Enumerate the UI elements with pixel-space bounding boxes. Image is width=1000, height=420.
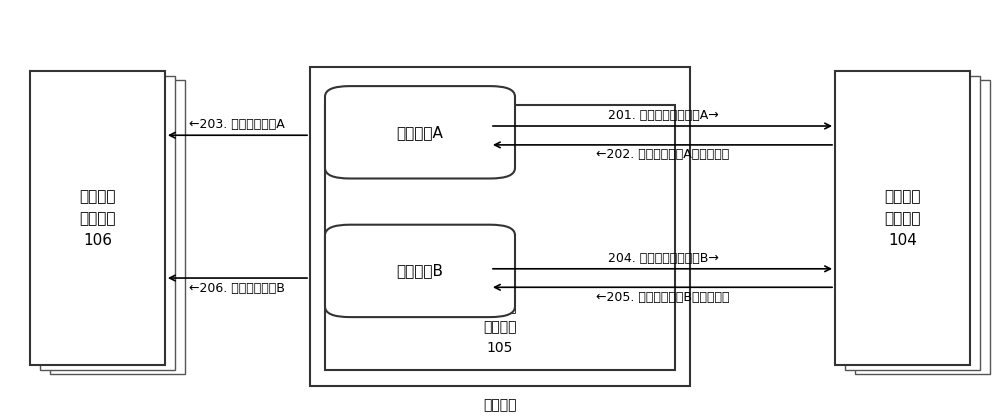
FancyBboxPatch shape [325,225,515,317]
Bar [40,76,175,370]
Bar [845,76,980,370]
Bar [325,105,675,370]
Text: ←206. 统计媒介信息B: ←206. 统计媒介信息B [189,282,285,295]
Bar [835,71,970,365]
Text: 媒介信息A: 媒介信息A [397,125,443,140]
Bar [30,71,165,365]
Text: ←205. 返回媒介信息B的展示数据: ←205. 返回媒介信息B的展示数据 [596,291,730,304]
Text: ←202. 返回媒介信息A的展示数据: ←202. 返回媒介信息A的展示数据 [596,148,730,161]
FancyBboxPatch shape [325,86,515,178]
Bar [50,80,185,374]
Text: 展示媒介
（如网络页面）: 展示媒介 （如网络页面） [471,399,529,420]
Text: 201. 请求播放媒介信息A→: 201. 请求播放媒介信息A→ [608,109,718,122]
Text: 媒介信息
统计装置
106: 媒介信息 统计装置 106 [79,189,116,248]
Text: 204. 请求播放媒介信息B→: 204. 请求播放媒介信息B→ [608,252,718,265]
Text: 媒介信息B: 媒介信息B [396,263,444,278]
Bar [855,80,990,374]
Text: ←203. 统计媒介信息A: ←203. 统计媒介信息A [189,118,285,131]
Bar [310,67,690,386]
Text: 媒介信息
播放装置
104: 媒介信息 播放装置 104 [884,189,921,248]
Text: 媒介信息
展示装置
105: 媒介信息 展示装置 105 [483,300,517,355]
